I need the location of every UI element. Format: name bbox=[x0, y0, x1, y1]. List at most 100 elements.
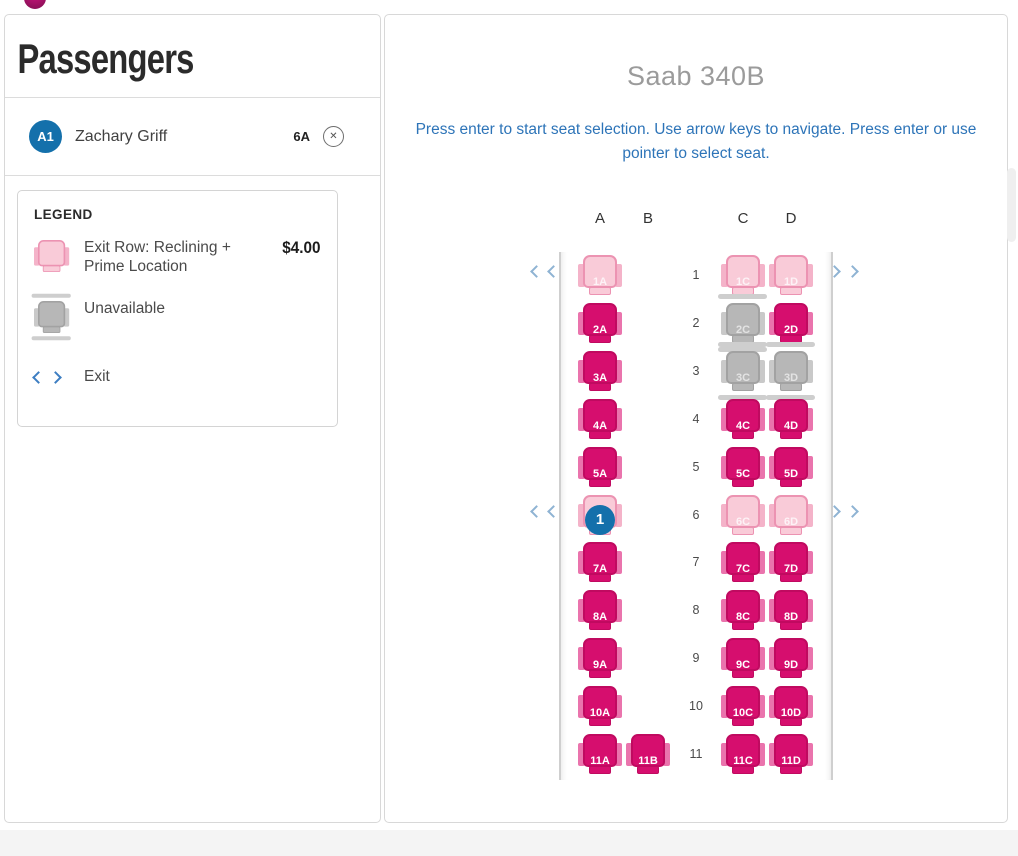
exit-chevron-icon bbox=[547, 265, 560, 278]
passenger-seat-assignment: 6A bbox=[293, 129, 310, 144]
seat-label: 4D bbox=[783, 419, 799, 432]
seat-8C[interactable]: 8C bbox=[721, 590, 765, 631]
seat-5D[interactable]: 5D bbox=[769, 446, 813, 487]
passenger-name: Zachary Griff bbox=[75, 127, 168, 145]
seat-label: 1C bbox=[735, 276, 751, 289]
seat-6D[interactable]: 6D bbox=[769, 494, 813, 535]
seat-7A[interactable]: 7A bbox=[578, 542, 622, 583]
seat-11D[interactable]: 11D bbox=[769, 734, 813, 775]
seat-9C[interactable]: 9C bbox=[721, 638, 765, 679]
seat-label: 5A bbox=[592, 467, 608, 480]
seat-10D[interactable]: 10D bbox=[769, 686, 813, 727]
seat-8D[interactable]: 8D bbox=[769, 590, 813, 631]
seat-label: 3A bbox=[592, 371, 608, 384]
scrollbar-thumb[interactable] bbox=[1007, 168, 1016, 242]
seat-2A[interactable]: 2A bbox=[578, 302, 622, 343]
row-number: 4 bbox=[692, 411, 700, 426]
seat-6C[interactable]: 6C bbox=[721, 494, 765, 535]
seat-7C[interactable]: 7C bbox=[721, 542, 765, 583]
seat-label: 2D bbox=[783, 323, 799, 336]
seat-label: 9D bbox=[783, 659, 799, 672]
seat-label: 10D bbox=[780, 707, 802, 720]
seat-3C[interactable]: 3C bbox=[718, 341, 767, 400]
seat-1A[interactable]: 1A bbox=[578, 255, 622, 296]
seat-label: 2A bbox=[592, 323, 608, 336]
exit-chevron-icon bbox=[846, 265, 859, 278]
row-number: 5 bbox=[692, 459, 700, 474]
row-number: 10 bbox=[689, 699, 703, 714]
seat-label: 5C bbox=[735, 467, 751, 480]
legend-item-label: Exit bbox=[84, 368, 110, 385]
brand-logo-icon[interactable] bbox=[24, 0, 46, 9]
seat-label: 1A bbox=[592, 276, 608, 289]
seat-2C[interactable]: 2C bbox=[718, 293, 767, 352]
column-header-B: B bbox=[642, 210, 653, 228]
legend-item-label: Exit Row: Reclining + Prime Location bbox=[84, 239, 231, 276]
seat-label: 7A bbox=[592, 563, 608, 576]
seat-9D[interactable]: 9D bbox=[769, 638, 813, 679]
aircraft-title: Saab 340B bbox=[626, 61, 766, 91]
seat-label: 4C bbox=[735, 419, 751, 432]
passengers-title: Passengers bbox=[17, 35, 194, 82]
seat-label: 11B bbox=[638, 755, 658, 768]
column-headers: A B C D bbox=[559, 210, 833, 252]
seat-map-panel: Saab 340B Press enter to start seat sele… bbox=[384, 14, 1008, 823]
seat-5A[interactable]: 5A bbox=[578, 446, 622, 487]
remove-seat-button[interactable]: ✕ bbox=[323, 126, 344, 147]
row-number: 2 bbox=[692, 315, 700, 330]
fuselage: 1 1A 1C 1D 2 2A 2C 2D 3 3A 3C 3D 4 4A 4C 4D 5 5A 5C 5D 6 1 6C 6… bbox=[530, 252, 859, 781]
seat-6A[interactable]: 1 bbox=[578, 494, 622, 535]
exit-chevron-icon bbox=[530, 265, 543, 278]
seat-7D[interactable]: 7D bbox=[769, 542, 813, 583]
seat-1C[interactable]: 1C bbox=[721, 255, 765, 296]
legend-item-label: Unavailable bbox=[84, 300, 165, 317]
legend-item-exit: Exit bbox=[32, 368, 321, 386]
seat-label: 5D bbox=[783, 467, 799, 480]
seat-4D[interactable]: 4D bbox=[769, 398, 813, 439]
seat-2D[interactable]: 2D bbox=[769, 302, 813, 343]
seat-label: 11D bbox=[781, 755, 801, 768]
divider bbox=[5, 97, 380, 98]
seat-1D[interactable]: 1D bbox=[769, 255, 813, 296]
row-number: 3 bbox=[692, 363, 700, 378]
exit-chevron-icon bbox=[828, 504, 841, 518]
exit-chevrons-icon bbox=[32, 370, 84, 384]
page-footer-strip bbox=[0, 830, 1018, 856]
exit-row-seat-icon bbox=[34, 238, 84, 285]
passenger-avatar: A1 bbox=[29, 120, 62, 153]
legend: LEGEND Exit Row: Reclining + Prime Locat… bbox=[17, 190, 338, 427]
column-header-C: C bbox=[737, 210, 749, 228]
seat-3D[interactable]: 3D bbox=[766, 341, 815, 400]
row-number: 8 bbox=[692, 603, 700, 618]
seat-4C[interactable]: 4C bbox=[721, 398, 765, 439]
seat-label: 4A bbox=[592, 419, 608, 432]
exit-chevron-icon bbox=[846, 504, 859, 518]
row-number: 1 bbox=[692, 268, 700, 283]
seat-label: 11A bbox=[590, 755, 610, 768]
seat-8A[interactable]: 8A bbox=[578, 590, 622, 631]
seat-5C[interactable]: 5C bbox=[721, 446, 765, 487]
seat-label: 10C bbox=[732, 707, 754, 720]
seat-label: 11C bbox=[733, 755, 753, 768]
row-number: 6 bbox=[692, 507, 700, 522]
seat-10A[interactable]: 10A bbox=[578, 686, 622, 727]
passenger-row[interactable]: A1 Zachary Griff 6A ✕ bbox=[5, 98, 380, 175]
seat-10C[interactable]: 10C bbox=[721, 686, 765, 727]
column-header-A: A bbox=[594, 210, 605, 228]
seat-label: 3C bbox=[735, 371, 751, 384]
seat-label: 6C bbox=[735, 515, 751, 528]
seat-11C[interactable]: 11C bbox=[721, 734, 765, 775]
selected-passenger-badge: 1 bbox=[585, 504, 615, 535]
seat-3A[interactable]: 3A bbox=[578, 350, 622, 391]
seat-label: 2C bbox=[735, 323, 751, 336]
seat-4A[interactable]: 4A bbox=[578, 398, 622, 439]
passengers-panel: Passengers A1 Zachary Griff 6A ✕ LEGEND … bbox=[4, 14, 381, 823]
exit-chevron-icon bbox=[828, 265, 841, 278]
seat-label: 8C bbox=[735, 611, 751, 624]
seat-label: 10A bbox=[589, 707, 611, 720]
seat-9A[interactable]: 9A bbox=[578, 638, 622, 679]
seat-11A[interactable]: 11A bbox=[578, 734, 622, 775]
seat-11B[interactable]: 11B bbox=[626, 734, 670, 775]
